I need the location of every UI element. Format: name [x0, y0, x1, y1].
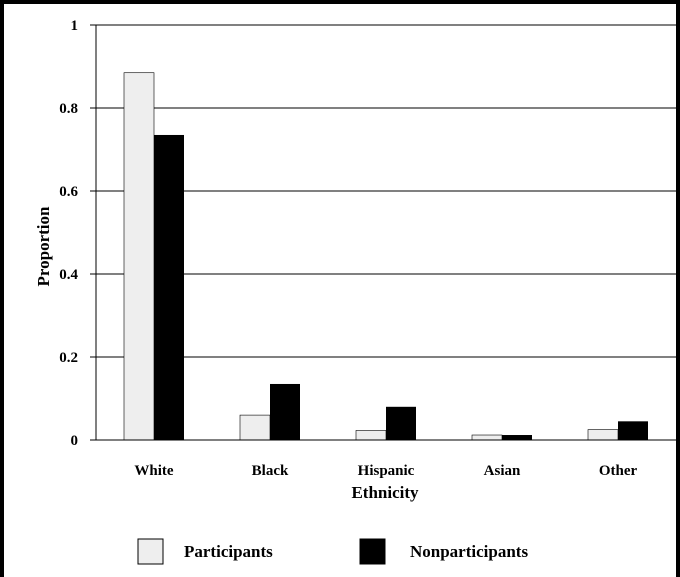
y-tick-label: 0 — [71, 433, 79, 449]
legend-label-participants: Participants — [184, 542, 273, 561]
bar-nonparticipants-hispanic — [386, 406, 416, 440]
legend-swatch-nonparticipants — [359, 538, 386, 565]
x-tick-label: Other — [599, 463, 638, 479]
x-tick-label: Black — [252, 463, 289, 479]
legend: Participants Nonparticipants — [137, 538, 528, 565]
gridlines — [96, 24, 678, 358]
y-tick-label: 0.2 — [59, 350, 78, 366]
bar-nonparticipants-asian — [502, 435, 532, 440]
y-tick-label: 0.8 — [59, 101, 78, 117]
x-tick-label: Hispanic — [358, 463, 415, 479]
legend-swatch-participants — [137, 538, 164, 565]
x-axis-title: Ethnicity — [351, 483, 419, 502]
x-tick-label: Asian — [484, 463, 521, 479]
y-tick-label: 0.4 — [59, 267, 78, 283]
y-tick-labels: 0 0.2 0.4 0.6 0.8 1 — [59, 18, 96, 449]
bar-nonparticipants-black — [270, 383, 300, 440]
bar-participants-black — [239, 414, 271, 441]
bars — [123, 72, 648, 441]
y-tick-label: 0.6 — [59, 184, 78, 200]
legend-label-nonparticipants: Nonparticipants — [410, 542, 528, 561]
x-tick-label: White — [134, 463, 174, 479]
bar-nonparticipants-white — [154, 134, 184, 440]
x-tick-labels: White Black Hispanic Asian Other — [134, 463, 637, 479]
bar-participants-white — [123, 72, 155, 441]
y-tick-label: 1 — [71, 18, 79, 34]
y-axis-title: Proportion — [34, 206, 53, 287]
bar-participants-hispanic — [355, 430, 387, 441]
bar-participants-other — [587, 429, 619, 441]
bar-participants-asian — [471, 434, 503, 441]
bar-nonparticipants-other — [618, 421, 648, 440]
